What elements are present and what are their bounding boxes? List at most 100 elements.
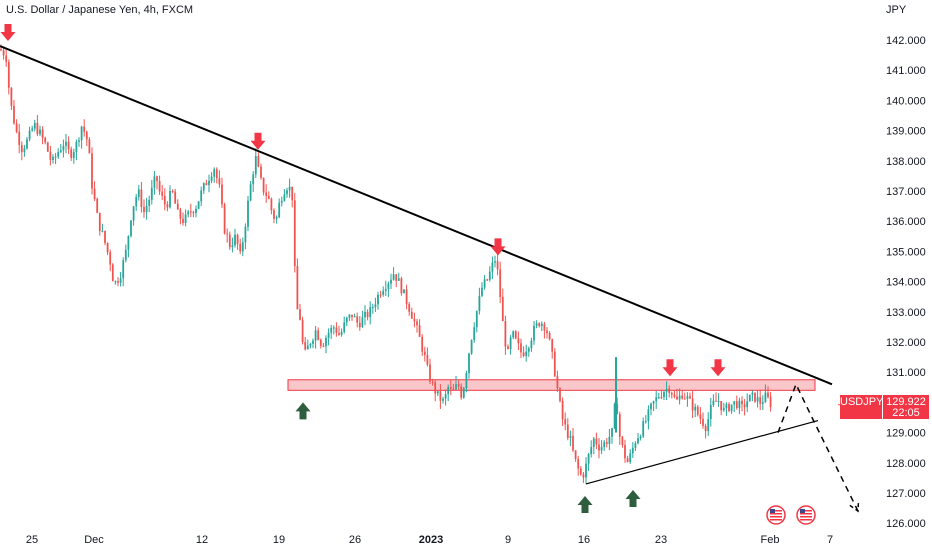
candle-body [499, 269, 502, 297]
candle-body [93, 188, 96, 199]
candle-body [241, 242, 244, 252]
candle-body [275, 217, 278, 219]
candle [13, 100, 15, 125]
candle [569, 430, 572, 447]
candle-body [98, 212, 101, 232]
us-flag-event-icon[interactable] [796, 505, 816, 525]
candle [325, 335, 327, 354]
candle [730, 404, 733, 414]
candle [36, 115, 39, 137]
candle [754, 392, 756, 403]
candle-body [234, 234, 236, 246]
candle-body [556, 376, 559, 389]
candle-body [319, 339, 322, 346]
candle [148, 195, 151, 212]
candle [192, 210, 195, 218]
candle-body [205, 183, 208, 186]
up-arrow-marker [625, 489, 641, 507]
candle [556, 370, 559, 393]
candle-body [566, 424, 569, 438]
candle-body [117, 281, 119, 283]
candle-body [210, 176, 213, 181]
candle-body [262, 177, 265, 193]
y-tick-label: 136.000 [886, 216, 926, 228]
candle [18, 123, 21, 154]
candle-body [577, 458, 580, 469]
candle [283, 188, 286, 202]
candle-body [431, 381, 434, 383]
candle-body [356, 316, 359, 323]
x-tick-label: 19 [273, 534, 285, 546]
candle [182, 212, 184, 226]
candle [169, 185, 171, 209]
up-arrow-marker [295, 402, 311, 420]
candle [585, 457, 587, 484]
candle [215, 167, 218, 184]
candle-body [374, 304, 377, 308]
candle [59, 144, 62, 154]
candle-body [696, 406, 699, 415]
candle-body [678, 395, 681, 400]
flag-canton [800, 509, 805, 513]
candle [93, 181, 96, 201]
candle-body [169, 190, 171, 208]
candle [694, 403, 697, 418]
candle [171, 189, 174, 194]
symbol-badge[interactable]: USDJPY [840, 395, 883, 419]
candle-body [135, 197, 138, 207]
candle [400, 276, 403, 296]
candle-body [405, 289, 408, 305]
candle [234, 228, 236, 248]
candle-body [127, 235, 130, 250]
descending-trendline [0, 45, 833, 386]
candle [304, 336, 307, 351]
candle-body [637, 438, 639, 444]
candle [31, 125, 34, 132]
flag-ring [796, 505, 816, 525]
candle-body [257, 156, 260, 167]
candle-body [605, 442, 608, 444]
us-flag-event-icon[interactable] [766, 505, 786, 525]
candle [704, 423, 707, 439]
down-arrow-marker [250, 132, 266, 150]
candle [447, 384, 450, 402]
candle-body [215, 169, 218, 179]
candle [759, 389, 762, 411]
candle-body [733, 401, 736, 405]
candle [57, 148, 60, 159]
candle-body [553, 351, 556, 377]
candle-body [444, 394, 447, 399]
candle-body [712, 400, 715, 406]
candle-body [439, 391, 442, 401]
candle-body [582, 474, 585, 478]
candle [382, 286, 385, 297]
candle-body [75, 141, 78, 153]
candle [517, 331, 520, 350]
candle-body [504, 321, 507, 347]
candle [41, 126, 44, 145]
candle-body [548, 332, 551, 340]
candle [741, 396, 743, 412]
candle-body [400, 278, 403, 294]
candle [598, 437, 600, 459]
candle-body [488, 271, 491, 280]
candle-body [722, 408, 725, 411]
candle [546, 327, 548, 339]
candle-body [720, 401, 723, 411]
candle [150, 179, 153, 205]
y-tick-label: 142.000 [886, 35, 926, 47]
candle-body [426, 354, 429, 365]
axis-currency-label: JPY [886, 4, 907, 16]
candle [390, 273, 392, 290]
candle-body [670, 392, 673, 395]
projection-arrowhead [849, 501, 860, 513]
candle-body [452, 388, 455, 390]
candle-body [449, 386, 452, 389]
candle-body [473, 327, 476, 340]
candle [499, 261, 502, 304]
candle [761, 395, 764, 411]
candle [28, 126, 31, 142]
candle-body [403, 289, 405, 294]
